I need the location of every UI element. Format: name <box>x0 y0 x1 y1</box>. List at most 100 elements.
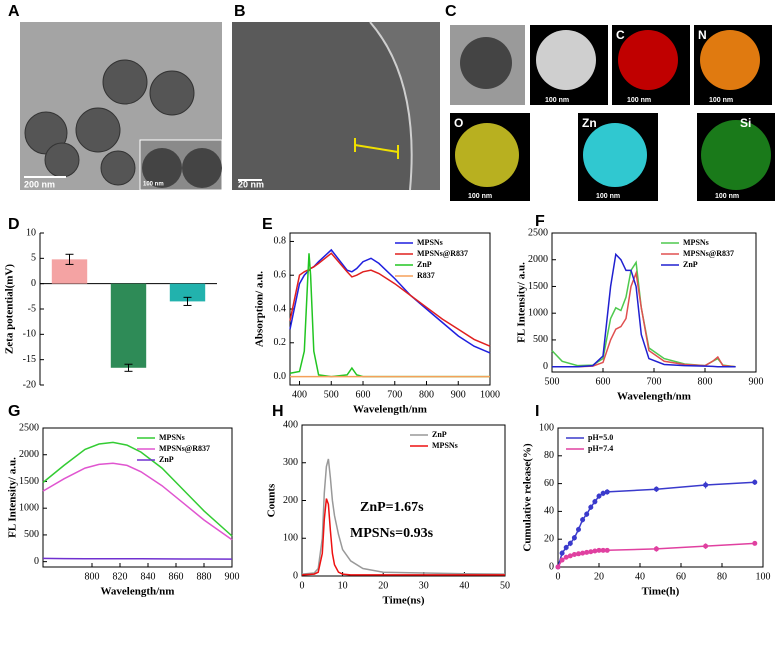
marker <box>653 546 659 552</box>
legend-label: R837 <box>417 271 435 280</box>
x-axis-label: Wavelength/nm <box>617 391 691 403</box>
annotation: ZnP=1.67s <box>360 500 424 515</box>
x-tick-label: 500 <box>545 376 560 387</box>
annotation: MPSNs=0.93s <box>350 526 434 541</box>
x-tick-label: 1000 <box>480 389 500 400</box>
scale-bar-label: 200 nm <box>24 179 55 189</box>
legend-label: ZnP <box>683 260 698 269</box>
marker <box>752 479 758 485</box>
marker <box>563 545 569 551</box>
element-label: N <box>698 28 707 42</box>
element-label: C <box>616 28 625 42</box>
x-axis-label: Wavelength/nm <box>101 586 175 598</box>
y-axis-label: Counts <box>266 483 278 517</box>
series-line <box>289 253 490 378</box>
y-tick-label: 1500 <box>19 476 39 487</box>
x-tick-label: 50 <box>500 580 510 591</box>
element-label: Si <box>740 116 751 130</box>
marker <box>703 543 709 549</box>
legend-label: ZnP <box>417 260 432 269</box>
element-label: O <box>454 116 463 130</box>
x-tick-label: 600 <box>356 389 371 400</box>
marker <box>555 564 561 570</box>
marker <box>588 549 594 555</box>
x-axis-label: Time(ns) <box>383 595 425 607</box>
x-tick-label: 700 <box>387 389 402 400</box>
x-tick-label: 80 <box>717 571 727 582</box>
series-line <box>289 248 491 354</box>
marker <box>584 549 590 555</box>
x-tick-label: 800 <box>698 376 713 387</box>
y-tick-label: 0.4 <box>274 303 287 314</box>
y-axis-label: Cumulative release(%) <box>522 443 534 552</box>
x-tick-label: 840 <box>141 571 156 582</box>
y-tick-label: 100 <box>283 533 298 544</box>
marker <box>600 547 606 553</box>
marker <box>592 499 598 505</box>
panel-label: E <box>262 216 273 233</box>
y-tick-label: 0 <box>543 361 548 372</box>
series-line <box>551 260 736 368</box>
y-tick-label: -20 <box>23 379 36 390</box>
particles <box>24 59 195 186</box>
x-tick-label: 0 <box>300 580 305 591</box>
series-line <box>552 252 736 368</box>
marker <box>559 557 565 563</box>
y-tick-label: 0.6 <box>274 270 287 281</box>
marker <box>567 540 573 546</box>
y-tick-label: 0.8 <box>274 236 287 247</box>
element-label: Zn <box>582 116 597 130</box>
marker <box>752 540 758 546</box>
scale-bar-label: 100 nm <box>468 193 492 200</box>
y-tick-label: 100 <box>539 422 554 433</box>
marker <box>584 511 590 517</box>
legend-label: ZnP <box>432 430 447 439</box>
x-tick-label: 40 <box>635 571 645 582</box>
legend-label: pH=5.0 <box>588 433 613 442</box>
y-tick-label: 0.0 <box>274 371 287 382</box>
x-tick-label: 900 <box>749 376 764 387</box>
y-tick-label: 20 <box>544 533 554 544</box>
y-tick-label: 200 <box>283 495 298 506</box>
x-tick-label: 500 <box>324 389 339 400</box>
plot-frame <box>557 427 764 568</box>
y-tick-label: 10 <box>26 227 36 238</box>
y-tick-label: 0 <box>293 570 298 581</box>
bar <box>169 283 206 302</box>
y-tick-label: 0.2 <box>274 337 287 348</box>
x-axis-label: Wavelength/nm <box>353 404 427 416</box>
x-tick-label: 860 <box>169 571 184 582</box>
scale-bar-label: 100 nm <box>715 193 739 200</box>
y-tick-label: 1500 <box>528 281 548 292</box>
legend-label: MPSNs <box>159 433 185 442</box>
series-line <box>301 458 506 575</box>
panel-label: A <box>8 3 20 20</box>
marker <box>653 486 659 492</box>
y-tick-label: -10 <box>23 329 36 340</box>
marker <box>580 550 586 556</box>
panel-label: F <box>535 213 545 230</box>
marker <box>592 548 598 554</box>
x-tick-label: 900 <box>451 389 466 400</box>
legend-label: MPSNs@R837 <box>417 249 468 258</box>
series-line <box>301 498 505 576</box>
scale-bar-label: 100 nm <box>709 97 733 104</box>
y-tick-label: 0 <box>31 278 36 289</box>
x-tick-label: 820 <box>113 571 128 582</box>
y-tick-label: 500 <box>533 334 548 345</box>
panel-label: G <box>8 403 20 420</box>
x-axis-label: Time(h) <box>642 586 680 598</box>
scale-bar-label: 20 nm <box>238 179 264 189</box>
marker <box>576 551 581 557</box>
x-tick-label: 20 <box>594 571 604 582</box>
x-tick-label: 400 <box>292 389 307 400</box>
scale-bar-label: 100 nm <box>627 97 651 104</box>
y-tick-label: 2500 <box>19 422 39 433</box>
marker <box>563 554 569 560</box>
x-tick-label: 10 <box>338 580 348 591</box>
legend-label: MPSNs <box>683 238 709 247</box>
y-tick-label: -5 <box>28 303 36 314</box>
x-tick-label: 880 <box>197 571 212 582</box>
x-tick-label: 900 <box>225 571 240 582</box>
x-tick-label: 600 <box>596 376 611 387</box>
